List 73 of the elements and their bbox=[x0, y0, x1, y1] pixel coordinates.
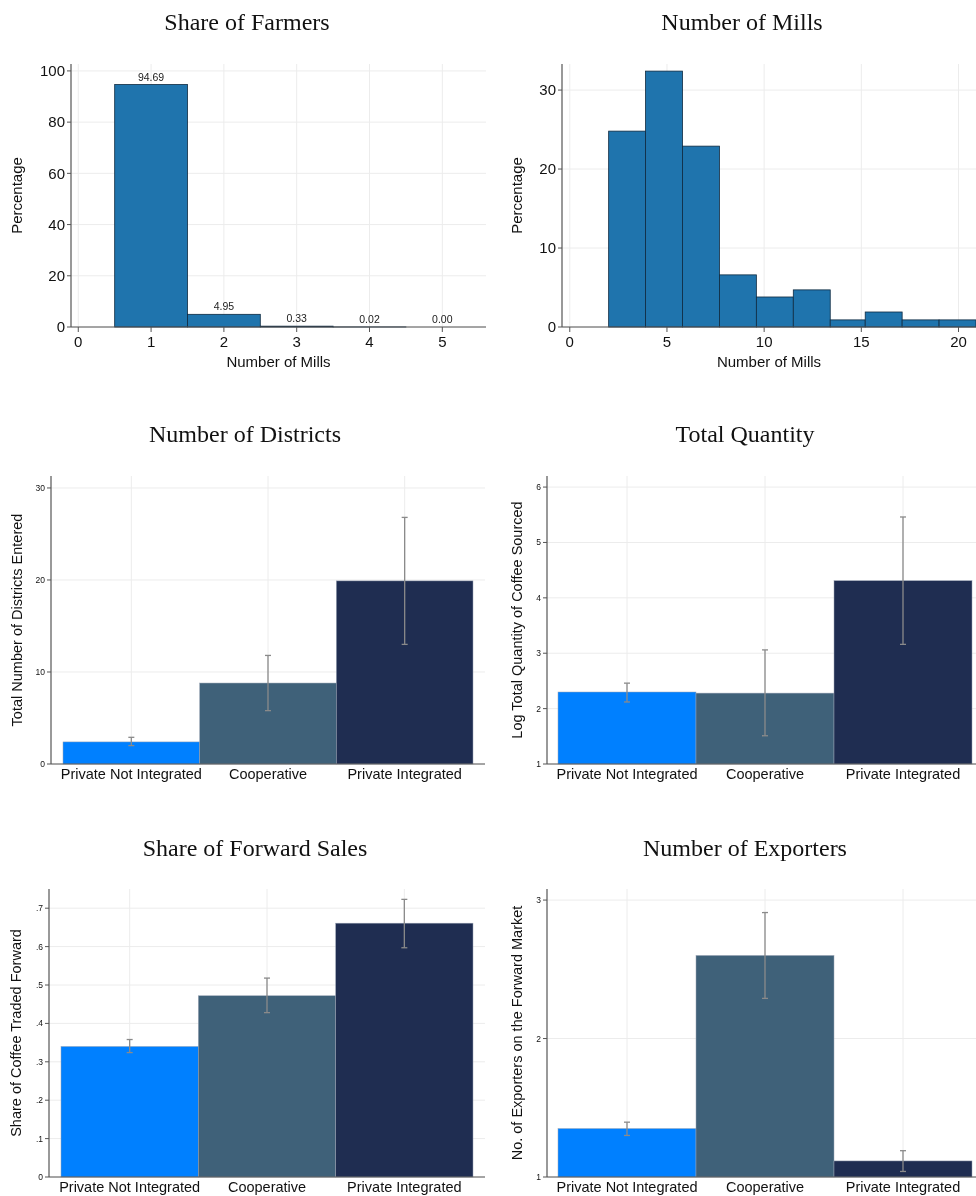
y-axis-title: Percentage bbox=[8, 157, 25, 234]
x-tick-label: Private Not Integrated bbox=[556, 766, 698, 782]
chart-title: Share of Forward Sales bbox=[142, 835, 368, 861]
x-tick-label: 0 bbox=[74, 333, 83, 350]
y-tick-label: 0 bbox=[56, 318, 65, 336]
y-tick-label: 30 bbox=[35, 482, 46, 493]
y-tick-label: 40 bbox=[48, 215, 65, 233]
y-tick-label: 0 bbox=[38, 1171, 44, 1182]
y-tick-label: 2 bbox=[536, 703, 542, 714]
x-tick-label: Private Not Integrated bbox=[60, 766, 202, 782]
x-tick-label: 20 bbox=[950, 333, 967, 350]
y-tick-label: 6 bbox=[536, 482, 542, 493]
data-label: 0.02 bbox=[359, 312, 380, 325]
y-tick-label: .1 bbox=[35, 1133, 44, 1144]
x-tick-label: Private Integrated bbox=[845, 1179, 961, 1195]
x-axis-title: Number of Mills bbox=[226, 353, 331, 370]
x-tick-label: Private Not Integrated bbox=[556, 1179, 698, 1195]
y-tick-label: 0 bbox=[40, 758, 46, 769]
x-tick-label: Private Integrated bbox=[845, 766, 961, 782]
x-tick-label: Cooperative bbox=[725, 1179, 805, 1195]
y-tick-label: 3 bbox=[536, 648, 542, 659]
chart-title: Number of Mills bbox=[661, 9, 823, 35]
chart-title: Total Quantity bbox=[675, 421, 815, 447]
x-tick-label: 10 bbox=[755, 333, 773, 350]
chart-title: Number of Exporters bbox=[643, 835, 847, 861]
y-tick-label: .2 bbox=[35, 1095, 44, 1106]
y-axis-title: No. of Exporters on the Forward Market bbox=[509, 905, 525, 1161]
x-tick-label: Private Integrated bbox=[347, 1179, 462, 1195]
y-tick-label: 80 bbox=[48, 113, 65, 131]
y-tick-label: .4 bbox=[35, 1018, 44, 1029]
data-label: 4.95 bbox=[213, 300, 235, 313]
y-tick-label: .3 bbox=[35, 1056, 44, 1067]
y-axis-title: Share of Coffee Traded Forward bbox=[8, 929, 24, 1137]
y-tick-label: 2 bbox=[536, 1033, 542, 1044]
x-tick-label: 3 bbox=[292, 333, 301, 350]
y-tick-label: 10 bbox=[35, 666, 46, 677]
x-tick-label: 4 bbox=[365, 333, 374, 350]
chart-title: Number of Districts bbox=[149, 421, 341, 447]
y-tick-label: 100 bbox=[39, 62, 65, 80]
x-tick-label: 5 bbox=[662, 333, 672, 350]
data-label: 94.69 bbox=[137, 70, 165, 83]
y-tick-label: 3 bbox=[536, 895, 542, 906]
x-tick-label: 0 bbox=[565, 333, 574, 350]
x-tick-label: 2 bbox=[219, 333, 229, 350]
y-tick-label: 30 bbox=[539, 81, 556, 99]
x-tick-label: Cooperative bbox=[227, 1179, 307, 1195]
y-tick-label: .7 bbox=[35, 903, 44, 914]
x-axis-title: Number of Mills bbox=[716, 353, 822, 370]
x-tick-label: Private Integrated bbox=[347, 766, 462, 782]
data-label: 0.00 bbox=[432, 313, 453, 325]
x-tick-label: 15 bbox=[852, 333, 870, 350]
y-tick-label: 0 bbox=[547, 318, 556, 336]
y-tick-label: 20 bbox=[539, 160, 556, 178]
y-tick-label: .6 bbox=[35, 941, 44, 952]
x-tick-label: Private Not Integrated bbox=[59, 1179, 201, 1195]
chart-title: Share of Farmers bbox=[164, 9, 330, 35]
y-axis-title: Total Number of Districts Entered bbox=[9, 513, 25, 727]
y-tick-label: 60 bbox=[48, 164, 65, 182]
data-label: 0.33 bbox=[286, 312, 308, 325]
x-tick-label: Cooperative bbox=[228, 766, 308, 782]
y-tick-label: 20 bbox=[35, 574, 46, 585]
y-tick-label: 1 bbox=[536, 758, 542, 769]
y-axis-title: Percentage bbox=[508, 157, 525, 234]
y-tick-label: 10 bbox=[539, 239, 556, 257]
y-tick-label: 5 bbox=[536, 537, 542, 548]
x-tick-label: Cooperative bbox=[725, 766, 805, 782]
y-tick-label: 4 bbox=[536, 592, 542, 603]
x-tick-label: 1 bbox=[146, 333, 156, 350]
y-axis-title: Log Total Quantity of Coffee Sourced bbox=[509, 501, 525, 739]
y-tick-label: 20 bbox=[48, 267, 65, 285]
y-tick-label: 1 bbox=[536, 1171, 542, 1182]
y-tick-label: .5 bbox=[35, 979, 44, 990]
x-tick-label: 5 bbox=[438, 333, 447, 350]
